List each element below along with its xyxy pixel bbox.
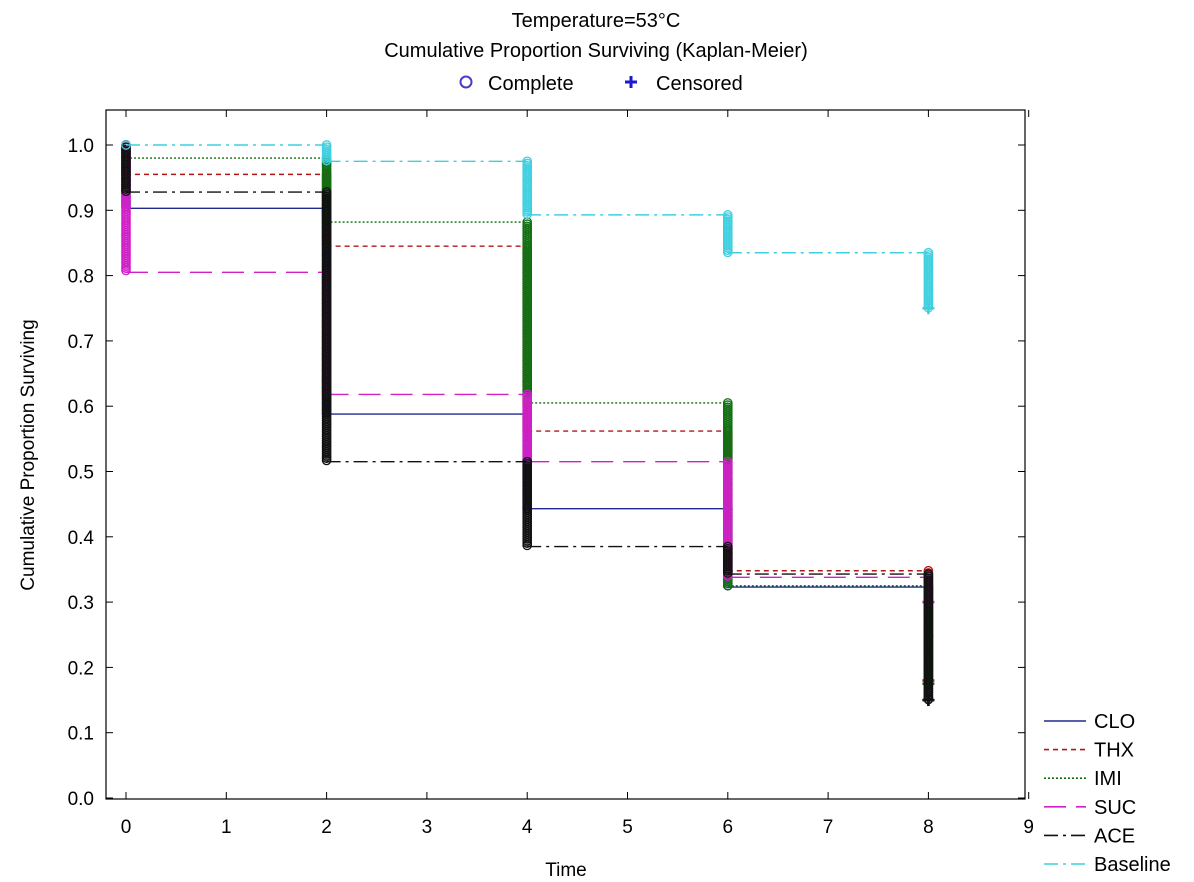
- marker-legend-complete: Complete: [488, 73, 574, 95]
- chart-subtitle: Cumulative Proportion Surviving (Kaplan-…: [384, 40, 808, 62]
- legend-label: SUC: [1094, 797, 1136, 819]
- series-ace: [121, 140, 935, 707]
- complete-marker-icon: [459, 75, 473, 89]
- series-layer: [121, 140, 935, 707]
- legend-label: IMI: [1094, 768, 1122, 790]
- x-axis: 0 1 2 3 4 5 6 7 8 9: [121, 110, 1034, 838]
- x-tick-label: 7: [823, 817, 834, 838]
- y-tick-label: 0.6: [68, 397, 94, 418]
- y-tick-label: 0.1: [68, 724, 94, 745]
- legend-item-clo: CLO: [1044, 711, 1135, 733]
- x-tick-label: 6: [723, 817, 734, 838]
- legend-label: THX: [1094, 740, 1134, 762]
- complete-marker-column: [722, 541, 733, 578]
- series-legend: CLO THX IMI SUC ACE Baseline: [1044, 711, 1171, 876]
- x-tick-label: 3: [422, 817, 433, 838]
- y-tick-label: 0.3: [68, 593, 94, 614]
- legend-item-baseline: Baseline: [1044, 854, 1171, 876]
- y-tick-label: 1.0: [68, 136, 94, 157]
- y-tick-label: 0.7: [68, 332, 94, 353]
- y-axis: 0.0 0.1 0.2 0.3 0.4 0.5 0.6 0.7 0.8 0.9 1.0: [68, 136, 1025, 810]
- complete-marker-column: [722, 456, 733, 581]
- legend-item-ace: ACE: [1044, 825, 1135, 847]
- x-tick-label: 8: [923, 817, 934, 838]
- x-tick-label: 5: [622, 817, 633, 838]
- chart-title: Temperature=53°C: [512, 10, 681, 32]
- y-tick-label: 0.4: [68, 528, 95, 549]
- x-tick-label: 1: [221, 817, 232, 838]
- complete-marker-column: [522, 217, 533, 408]
- plot-area-frame: [105, 109, 1026, 800]
- series-baseline: [121, 140, 935, 315]
- censored-marker: [922, 694, 935, 707]
- legend-label: ACE: [1094, 825, 1135, 847]
- complete-marker-column: [722, 210, 733, 258]
- x-tick-label: 0: [121, 817, 132, 838]
- y-tick-label: 0.0: [68, 789, 94, 810]
- y-tick-label: 0.9: [68, 201, 94, 222]
- complete-marker-column: [321, 187, 332, 466]
- censored-marker-icon: [625, 76, 637, 88]
- x-tick-label: 4: [522, 817, 533, 838]
- complete-marker-column: [522, 456, 533, 551]
- y-tick-label: 0.8: [68, 267, 94, 288]
- x-tick-label: 9: [1023, 817, 1034, 838]
- legend-label: CLO: [1094, 711, 1135, 733]
- legend-item-thx: THX: [1044, 740, 1134, 762]
- y-axis-label: Cumulative Proportion Surviving: [18, 319, 39, 590]
- complete-marker-column: [522, 389, 533, 466]
- legend-item-imi: IMI: [1044, 768, 1122, 790]
- marker-legend: Complete Censored: [459, 73, 743, 95]
- y-tick-label: 0.2: [68, 658, 94, 679]
- x-tick-label: 2: [321, 817, 332, 838]
- complete-marker-column: [522, 156, 533, 219]
- censored-marker: [922, 302, 935, 315]
- y-tick-label: 0.5: [68, 463, 94, 484]
- marker-legend-censored: Censored: [656, 73, 743, 95]
- complete-marker-column: [923, 569, 934, 705]
- x-axis-label: Time: [545, 860, 587, 881]
- legend-item-suc: SUC: [1044, 797, 1136, 819]
- legend-label: Baseline: [1094, 854, 1171, 876]
